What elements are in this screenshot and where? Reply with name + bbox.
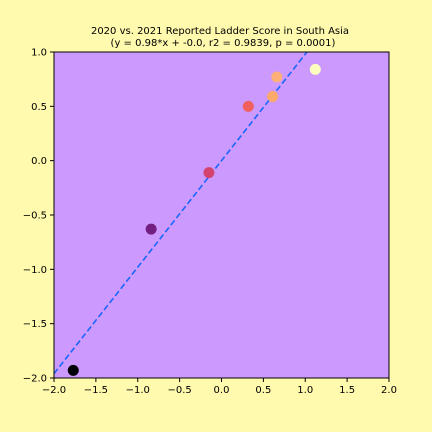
data-point-1 [145,223,157,235]
data-point-4 [267,91,279,103]
data-point-2 [203,167,215,179]
y-tick-label: −0.5 [23,211,47,222]
chart-title: 2020 vs. 2021 Reported Ladder Score in S… [91,26,349,37]
plot-area [54,52,389,378]
data-point-5 [271,71,283,83]
x-tick-label: 0.5 [255,385,271,396]
fit-line [54,52,308,375]
x-tick-label: −0.5 [167,385,191,396]
x-tick-label: −1.5 [84,385,108,396]
data-point-6 [309,63,321,75]
data-point-3 [242,100,254,112]
x-tick-label: 0.0 [214,385,230,396]
y-tick-label: 0.5 [31,102,47,113]
y-tick-label: −1.0 [23,265,47,276]
y-tick-label: −2.0 [23,374,47,385]
x-tick-label: 2.0 [381,385,397,396]
x-tick-label: −2.0 [42,385,66,396]
y-tick-label: 0.0 [31,156,47,167]
data-point-0 [67,364,79,376]
x-tick-label: 1.0 [297,385,313,396]
y-tick-label: −1.5 [23,319,47,330]
y-tick-label: 1.0 [31,48,47,59]
chart-subtitle: (y = 0.98*x + -0.0, r2 = 0.9839, p = 0.0… [111,38,336,49]
x-tick-label: 1.5 [339,385,355,396]
x-tick-label: −1.0 [126,385,150,396]
